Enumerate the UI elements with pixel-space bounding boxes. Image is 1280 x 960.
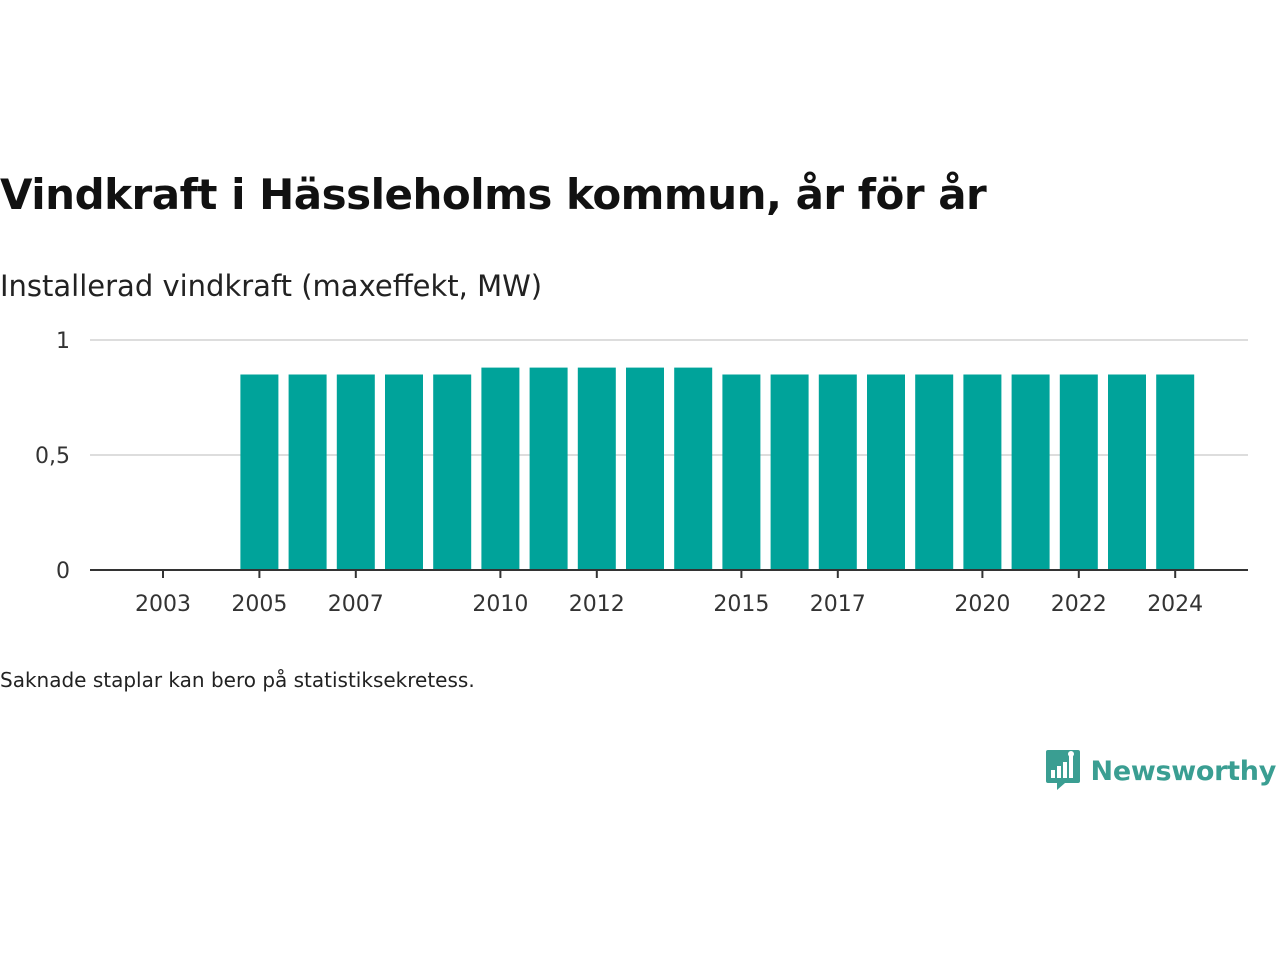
- bars: 2005: 0.852006: 0.852007: 0.85 2008: 0.85…: [240, 367, 1195, 570]
- x-tick-label: 2010: [472, 592, 528, 617]
- brand-name: Newsworthy: [1090, 755, 1277, 787]
- x-tick-label: 2015: [713, 592, 769, 617]
- bar-2019: 2019: 0.85: [915, 374, 954, 570]
- bar-2016: 2016: 0.85: [770, 374, 809, 570]
- x-tick-label: 2020: [954, 592, 1010, 617]
- bar-2011: 2011: 0.88: [529, 367, 568, 570]
- bar-chart-logo-icon: [1045, 748, 1081, 794]
- chart-title: Vindkraft i Hässleholms kommun, år för å…: [0, 170, 987, 219]
- x-tick-label: 2024: [1147, 592, 1203, 617]
- x-tick-label: 2017: [810, 592, 866, 617]
- bar-2013: 2013: 0.88: [626, 367, 664, 570]
- x-tick-label: 2007: [328, 592, 384, 617]
- gridlines: [90, 339, 1248, 456]
- bar-chart: 2005: 0.852006: 0.852007: 0.85 2008: 0.85…: [35, 329, 1248, 617]
- bar-2010: 2010: 0.88: [481, 367, 520, 570]
- bar-2018: 2018: 0.85: [867, 374, 905, 570]
- bar-2009: 2009: 0.85: [433, 374, 472, 570]
- bar-2017: 2017: 0.85: [818, 374, 857, 570]
- bar-2021: 2021: 0.85: [1011, 374, 1050, 570]
- bar-2023: 2023: 0.85: [1108, 374, 1146, 570]
- x-tick-label: 2003: [135, 592, 191, 617]
- brand-logo: Newsworthy: [1045, 748, 1276, 794]
- bar-2005: 2005: 0.85: [240, 374, 279, 570]
- bar-2006: 2006: 0.85: [288, 374, 327, 570]
- bar-2022: 2022: 0.85: [1059, 374, 1098, 570]
- y-tick-label: 0: [56, 559, 70, 584]
- bar-2024: 2024: 0.85: [1156, 374, 1195, 570]
- bar-2015: 2015: 0.85: [722, 374, 761, 570]
- bar-2008: 2008: 0.85: [385, 374, 423, 570]
- y-tick-label: 1: [56, 329, 70, 354]
- y-tick-label: 0,5: [35, 444, 70, 469]
- bar-2014: 2014: 0.88: [674, 367, 713, 570]
- bar-2020: 2020: 0.85: [963, 374, 1002, 570]
- footnote: Saknade staplar kan bero på statistiksek…: [0, 668, 475, 692]
- bar-2012: 2012: 0.88: [577, 367, 616, 570]
- chart-subtitle: Installerad vindkraft (maxeffekt, MW): [0, 269, 543, 303]
- x-tick-label: 2005: [231, 592, 287, 617]
- bar-2007: 2007: 0.85: [336, 374, 375, 570]
- x-tick-label: 2022: [1051, 592, 1107, 617]
- x-tick-label: 2012: [569, 592, 625, 617]
